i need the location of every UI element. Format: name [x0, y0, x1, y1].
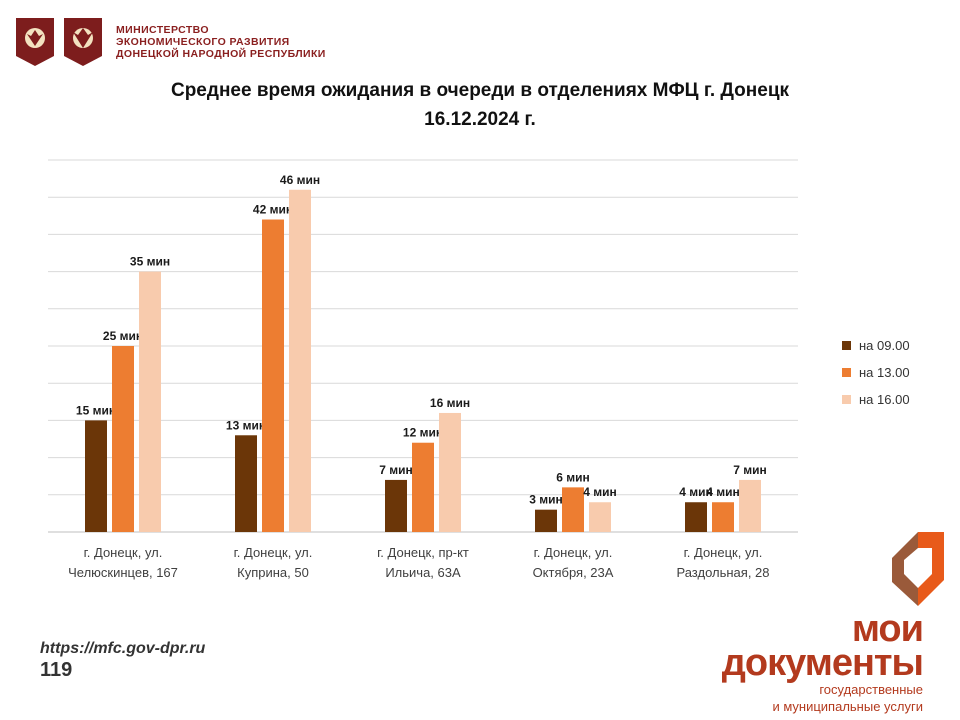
legend-item-1600: на 16.00 — [842, 386, 910, 413]
bar — [139, 271, 161, 532]
bar-data-label: 6 мин — [556, 470, 590, 484]
brand-subtitle-1: государственные — [819, 682, 923, 697]
bar-data-label: 4 мин — [679, 485, 713, 499]
bar — [562, 487, 584, 532]
chart-title-line-1: Среднее время ожидания в очереди в отдел… — [170, 80, 790, 101]
header: МИНИСТЕРСТВО ЭКОНОМИЧЕСКОГО РАЗВИТИЯ ДОН… — [14, 14, 326, 70]
bar — [85, 420, 107, 532]
dpr-emblem-icon — [64, 18, 102, 66]
legend-swatch-0900 — [842, 341, 851, 350]
bar — [685, 502, 707, 532]
ministry-name: МИНИСТЕРСТВО ЭКОНОМИЧЕСКОГО РАЗВИТИЯ ДОН… — [116, 24, 326, 60]
bar — [739, 479, 761, 532]
bar-data-label: 16 мин — [430, 396, 470, 410]
legend-swatch-1300 — [842, 368, 851, 377]
category-label: г. Донецк, ул. — [84, 545, 163, 560]
bar-data-label: 42 мин — [253, 203, 293, 217]
russia-emblem-icon — [16, 18, 54, 66]
moi-dokumenty-logo-icon — [892, 532, 944, 606]
legend-label-0900: на 09.00 — [859, 338, 910, 353]
category-label: Ильича, 63А — [385, 565, 461, 580]
bar — [289, 189, 311, 532]
category-label: Раздольная, 28 — [676, 565, 769, 580]
ministry-line-3: ДОНЕЦКОЙ НАРОДНОЙ РЕСПУБЛИКИ — [116, 48, 326, 60]
legend-swatch-1600 — [842, 395, 851, 404]
bar — [535, 509, 557, 532]
brand-subtitle-2: и муниципальные услуги — [772, 699, 923, 714]
category-label: Октября, 23А — [533, 565, 614, 580]
bar — [262, 219, 284, 532]
category-label: г. Донецк, ул. — [684, 545, 763, 560]
bar-data-label: 25 мин — [103, 329, 143, 343]
legend-label-1300: на 13.00 — [859, 365, 910, 380]
category-label: Куприна, 50 — [237, 565, 309, 580]
bar-data-label: 35 мин — [130, 255, 170, 269]
legend-label-1600: на 16.00 — [859, 392, 910, 407]
chart-title: Среднее время ожидания в очереди в отдел… — [0, 76, 960, 134]
bar-data-label: 13 мин — [226, 418, 266, 432]
bar-data-label: 12 мин — [403, 426, 443, 440]
category-label: Челюскинцев, 167 — [68, 565, 178, 580]
page-number: 119 — [40, 659, 73, 681]
legend-item-1300: на 13.00 — [842, 359, 910, 386]
bar — [712, 502, 734, 532]
brand-line-2: документы — [721, 642, 924, 684]
category-label: г. Донецк, пр-кт — [377, 545, 469, 560]
bar-data-label: 4 мин — [706, 485, 740, 499]
chart-legend: на 09.00 на 13.00 на 16.00 — [842, 332, 910, 413]
bar-data-label: 46 мин — [280, 173, 320, 187]
bar — [385, 479, 407, 532]
category-label: г. Донецк, ул. — [534, 545, 613, 560]
ministry-line-2: ЭКОНОМИЧЕСКОГО РАЗВИТИЯ — [116, 36, 290, 48]
brand-block: мои документы государственные и муниципа… — [720, 608, 924, 714]
bar — [589, 502, 611, 532]
bar-data-label: 3 мин — [529, 493, 563, 507]
legend-item-0900: на 09.00 — [842, 332, 910, 359]
chart-title-line-2: 16.12.2024 г. — [424, 109, 536, 130]
brand-line-1: мои — [851, 608, 924, 650]
ministry-line-1: МИНИСТЕРСТВО — [116, 24, 209, 36]
bar-data-label: 15 мин — [76, 403, 116, 417]
bar-data-label: 4 мин — [583, 485, 617, 499]
category-label: г. Донецк, ул. — [234, 545, 313, 560]
bar — [439, 412, 461, 532]
bar-data-label: 7 мин — [733, 463, 767, 477]
bar-data-label: 7 мин — [379, 463, 413, 477]
bar — [235, 435, 257, 532]
website-link[interactable]: https://mfc.gov-dpr.ru — [40, 640, 206, 657]
bar — [112, 346, 134, 532]
bar — [412, 442, 434, 532]
